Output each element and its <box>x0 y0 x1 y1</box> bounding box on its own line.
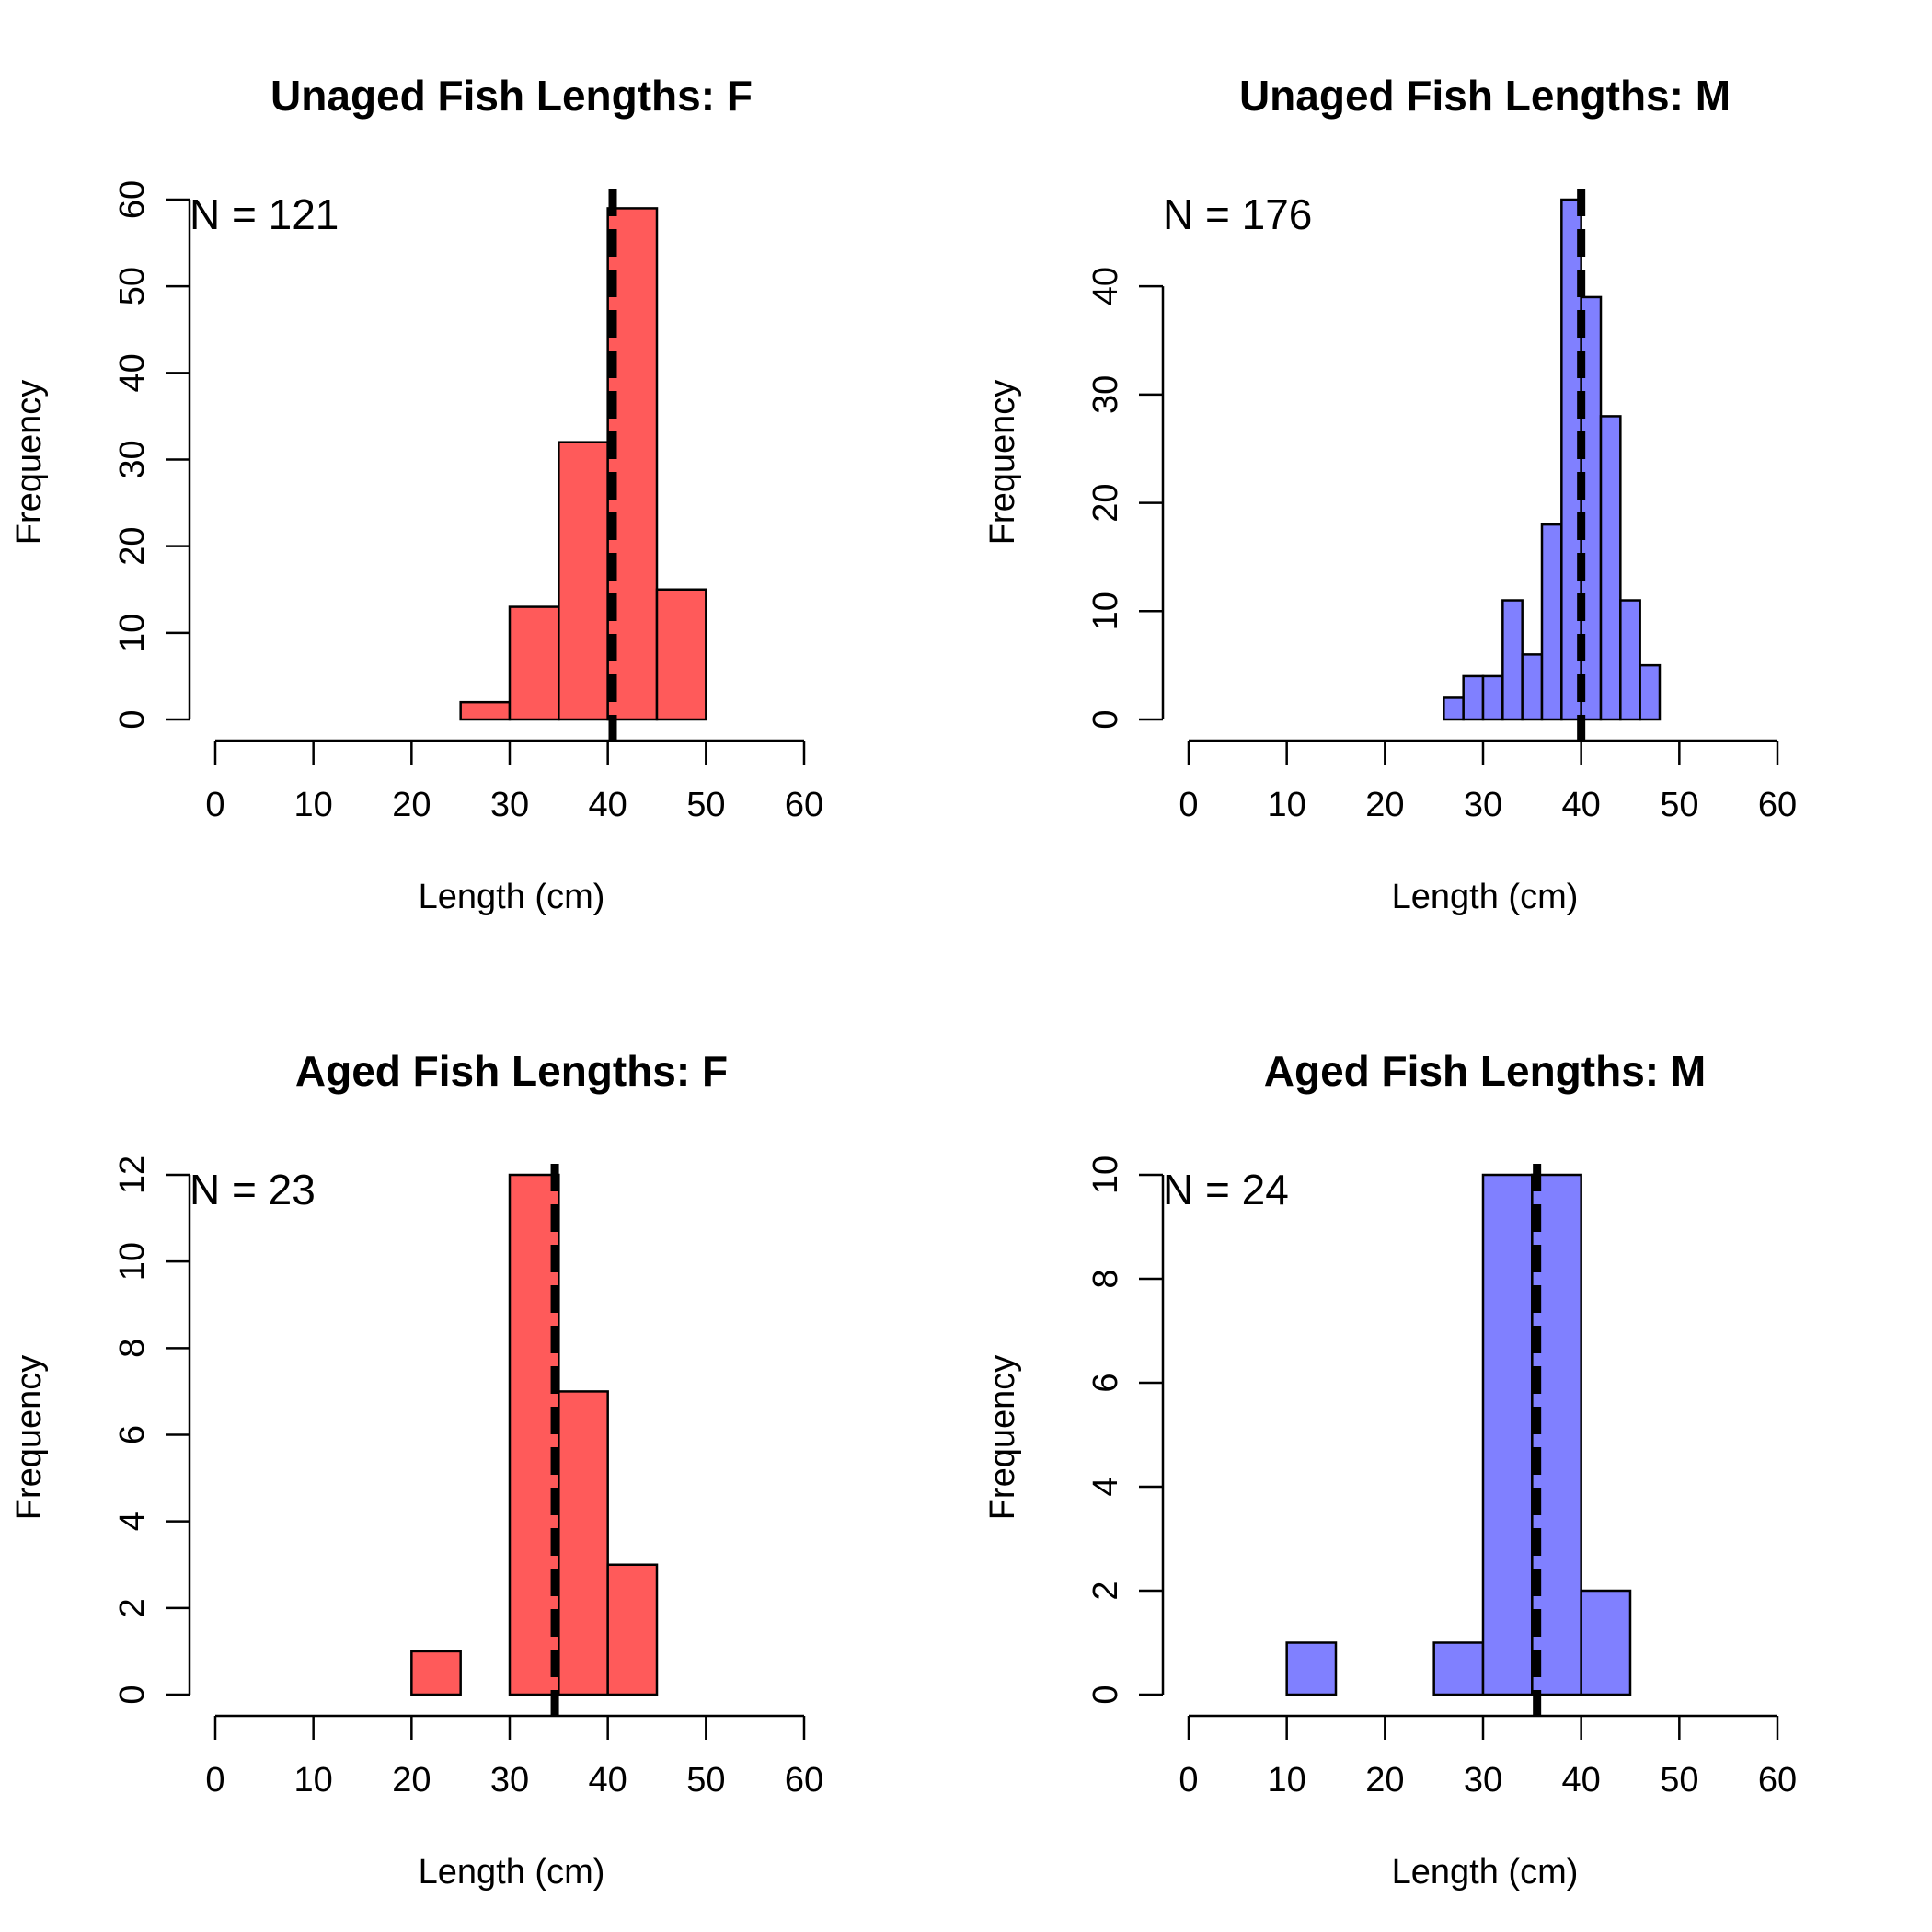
chart-title: Aged Fish Lengths: M <box>1264 1047 1706 1095</box>
histogram-panel: Unaged Fish Lengths: F 0 10 20 30 40 50 60 0 10 20… <box>10 72 823 916</box>
x-axis-label: Length (cm) <box>1392 878 1579 916</box>
histogram-bar <box>1521 653 1544 721</box>
y-tick-label: 4 <box>113 1512 152 1531</box>
histogram-bar <box>410 1650 462 1696</box>
y-axis-label: Frequency <box>983 380 1022 546</box>
x-axis-label: Length (cm) <box>419 878 605 916</box>
histogram-bar <box>606 1563 659 1696</box>
x-tick-label: 20 <box>392 786 431 824</box>
y-axis-label: Frequency <box>983 1355 1022 1521</box>
histogram-panel: Unaged Fish Lengths: M 0 10 20 30 40 0 10 20 30 40… <box>983 72 1797 916</box>
y-tick-label: 0 <box>113 709 152 729</box>
histogram-bar <box>558 441 609 721</box>
y-tick-label: 6 <box>113 1425 152 1444</box>
x-tick-label: 40 <box>589 786 627 824</box>
x-tick-label: 50 <box>1660 786 1698 824</box>
histogram-bar <box>1432 1641 1485 1696</box>
y-tick-label: 0 <box>113 1685 152 1704</box>
x-tick-label: 0 <box>1179 786 1198 824</box>
x-tick-label: 30 <box>1464 786 1502 824</box>
histogram-bar <box>1619 599 1641 721</box>
histogram-bar <box>1501 599 1524 721</box>
sample-size-label: N = 121 <box>190 190 339 238</box>
y-tick-label: 10 <box>1087 592 1125 630</box>
x-tick-label: 40 <box>1562 786 1601 824</box>
x-tick-label: 20 <box>1365 786 1404 824</box>
y-tick-label: 50 <box>113 267 152 305</box>
y-tick-label: 20 <box>113 527 152 566</box>
histogram-panel: Aged Fish Lengths: F 0 2 4 6 8 10 12 0 10 20 30 40 50… <box>10 1047 823 1892</box>
sample-size-label: N = 176 <box>1163 190 1312 238</box>
x-tick-label: 30 <box>490 1761 529 1800</box>
y-tick-label: 2 <box>113 1598 152 1617</box>
chart-title: Unaged Fish Lengths: M <box>1239 72 1731 120</box>
y-tick-label: 10 <box>113 1242 152 1281</box>
histogram-bar <box>1540 523 1563 721</box>
x-axis-label: Length (cm) <box>1392 1853 1579 1892</box>
y-axis-label: Frequency <box>10 1355 49 1521</box>
y-axis-label: Frequency <box>10 380 49 546</box>
y-tick-label: 0 <box>1087 709 1125 729</box>
histogram-bar <box>1285 1641 1338 1696</box>
x-axis-label: Length (cm) <box>419 1853 605 1892</box>
x-tick-label: 50 <box>686 1761 725 1800</box>
x-tick-label: 60 <box>785 786 823 824</box>
histogram-bar <box>508 605 560 721</box>
x-tick-label: 30 <box>1464 1761 1502 1800</box>
y-tick-label: 40 <box>1087 267 1125 305</box>
histogram-bar <box>1443 696 1465 721</box>
y-tick-label: 20 <box>1087 483 1125 522</box>
x-tick-label: 10 <box>1268 1761 1306 1800</box>
x-tick-label: 0 <box>205 786 224 824</box>
x-tick-label: 10 <box>1268 786 1306 824</box>
x-tick-label: 60 <box>785 1761 823 1800</box>
x-tick-label: 0 <box>1179 1761 1198 1800</box>
histogram-bar <box>1599 415 1622 721</box>
chart-title: Unaged Fish Lengths: F <box>270 72 753 120</box>
y-tick-label: 4 <box>1087 1477 1125 1496</box>
chart-title: Aged Fish Lengths: F <box>295 1047 728 1095</box>
histogram-panel: Aged Fish Lengths: M 0 2 4 6 8 10 0 10 20 30 40 50 60… <box>983 1047 1797 1892</box>
y-tick-label: 0 <box>1087 1685 1125 1704</box>
x-tick-label: 20 <box>392 1761 431 1800</box>
x-tick-label: 40 <box>589 1761 627 1800</box>
y-tick-label: 30 <box>1087 375 1125 414</box>
sample-size-label: N = 23 <box>190 1166 316 1213</box>
x-tick-label: 10 <box>294 1761 333 1800</box>
x-tick-label: 60 <box>1758 1761 1797 1800</box>
histogram-bar <box>1580 1589 1632 1696</box>
x-tick-label: 40 <box>1562 1761 1601 1800</box>
x-tick-label: 50 <box>1660 1761 1698 1800</box>
histogram-bar <box>655 588 707 721</box>
x-tick-label: 10 <box>294 786 333 824</box>
y-tick-label: 8 <box>1087 1269 1125 1288</box>
y-tick-label: 6 <box>1087 1373 1125 1392</box>
y-tick-label: 2 <box>1087 1581 1125 1600</box>
histogram-bar <box>459 700 512 721</box>
y-tick-label: 40 <box>113 353 152 392</box>
y-tick-label: 8 <box>113 1339 152 1358</box>
y-tick-label: 30 <box>113 440 152 478</box>
histogram-bar <box>1481 1173 1534 1696</box>
histogram-bar <box>1481 674 1504 721</box>
histogram-bar <box>1639 663 1662 721</box>
y-tick-label: 10 <box>113 614 152 652</box>
y-tick-label: 10 <box>1087 1156 1125 1194</box>
x-tick-label: 50 <box>686 786 725 824</box>
histogram-bar <box>1462 674 1485 721</box>
x-tick-label: 0 <box>205 1761 224 1800</box>
x-tick-label: 30 <box>490 786 529 824</box>
histogram-bar <box>558 1390 609 1696</box>
y-tick-label: 12 <box>113 1156 152 1194</box>
sample-size-label: N = 24 <box>1163 1166 1289 1213</box>
y-tick-label: 60 <box>113 180 152 219</box>
x-tick-label: 20 <box>1365 1761 1404 1800</box>
x-tick-label: 60 <box>1758 786 1797 824</box>
histogram-bar <box>508 1173 560 1696</box>
